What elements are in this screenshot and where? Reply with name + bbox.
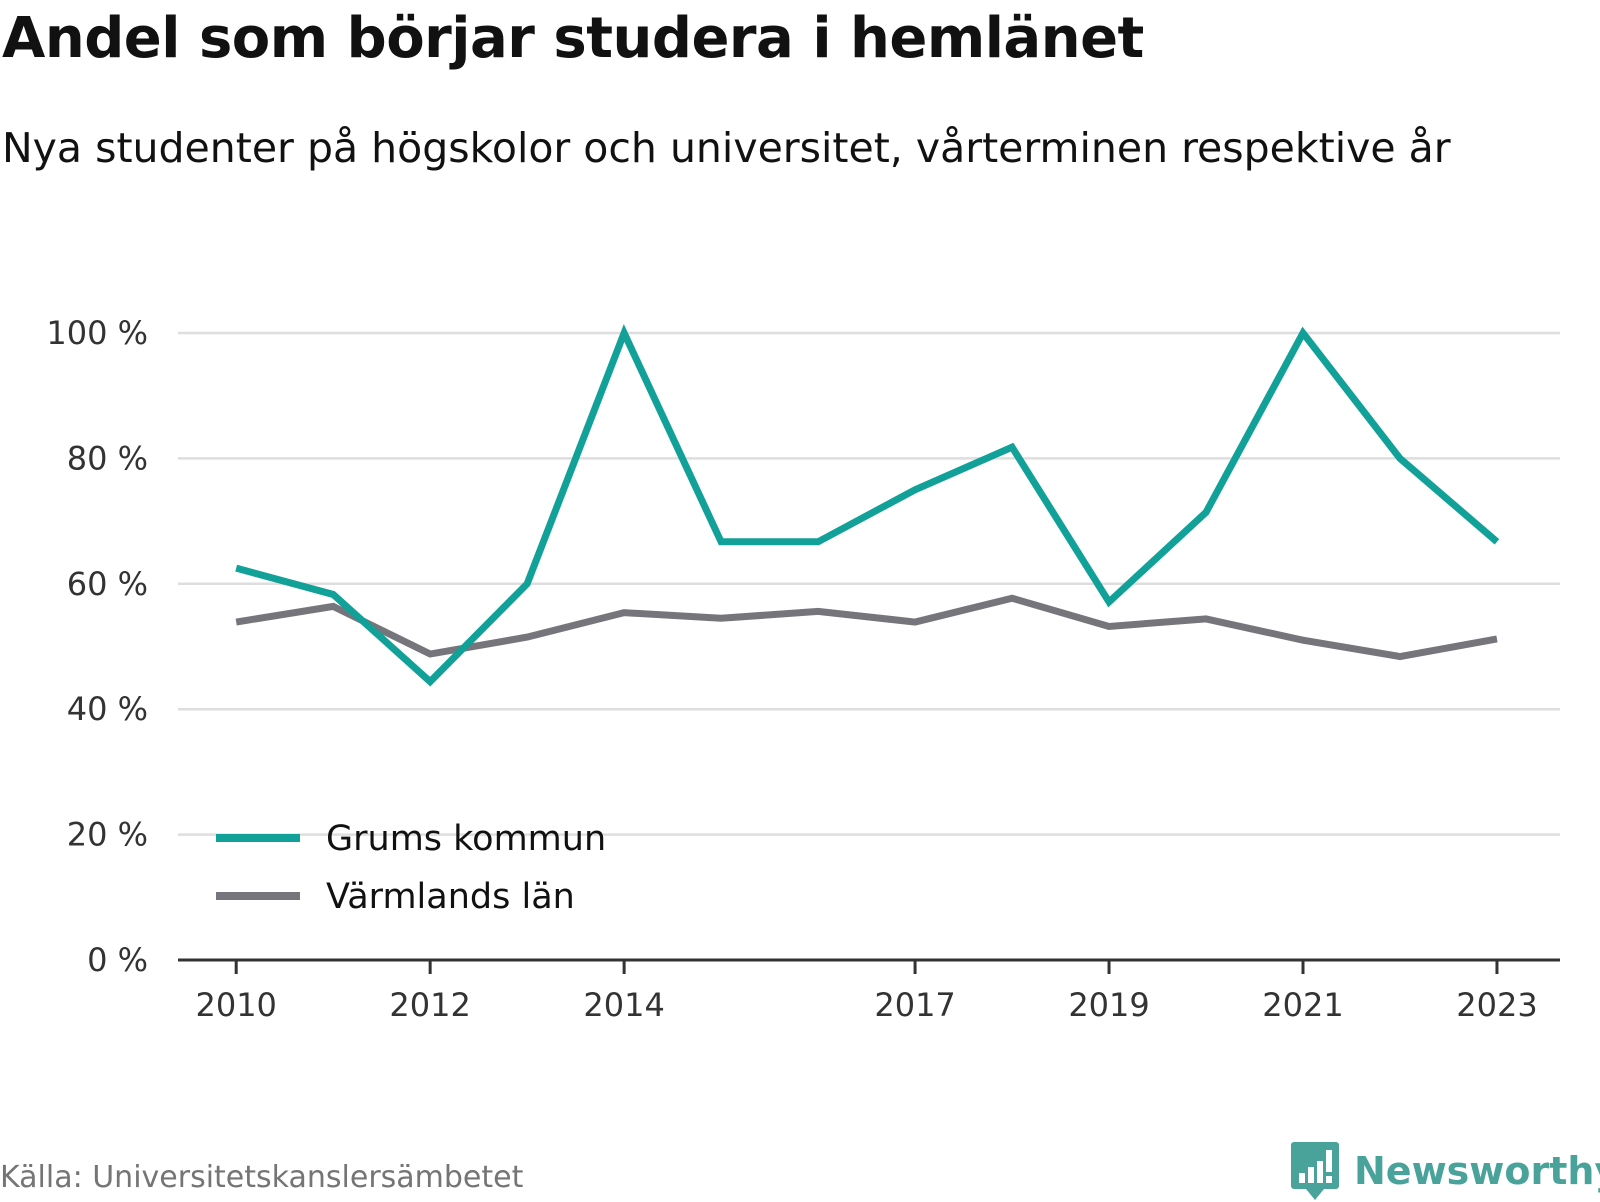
brand-logo: Newsworthy [1290,1140,1600,1202]
brand-name: Newsworthy [1354,1149,1600,1193]
legend-item: Grums kommun [216,819,606,859]
y-tick-label: 0 % [87,941,148,979]
x-tick-label: 2021 [1262,986,1343,1024]
series-line-grums [235,324,1500,687]
y-tick-label: 60 % [67,565,148,603]
y-tick-label: 40 % [67,690,148,728]
x-tick-label: 2014 [583,986,664,1024]
x-tick-label: 2010 [195,986,276,1024]
bar-chart-speech-bubble-icon [1291,1142,1339,1200]
x-tick-label: 2019 [1068,986,1149,1024]
x-axis: 2010 2012 2014 2017 2019 2021 2023 [178,958,1560,1024]
series-lines [235,324,1500,687]
legend-label: Värmlands län [326,877,575,917]
x-tick-label: 2012 [389,986,470,1024]
chart-title: Andel som börjar studera i hemlänet [2,6,1144,71]
y-tick-label: 100 % [46,314,148,352]
legend: Grums kommun Värmlands län [216,819,606,917]
legend-item: Värmlands län [216,877,575,917]
source-note: Källa: Universitetskanslersämbetet [0,1160,524,1195]
y-tick-label: 20 % [67,816,148,854]
legend-label: Grums kommun [326,819,606,859]
y-tick-label: 80 % [67,439,148,477]
chart-subtitle: Nya studenter på högskolor och universit… [2,124,1451,172]
x-tick-label: 2023 [1456,986,1537,1024]
series-line-varmland [235,594,1498,661]
x-tick-label: 2017 [874,986,955,1024]
grid-lines [178,331,1560,836]
y-axis-tick-labels: 0 % 20 % 40 % 60 % 80 % 100 % [46,314,148,979]
